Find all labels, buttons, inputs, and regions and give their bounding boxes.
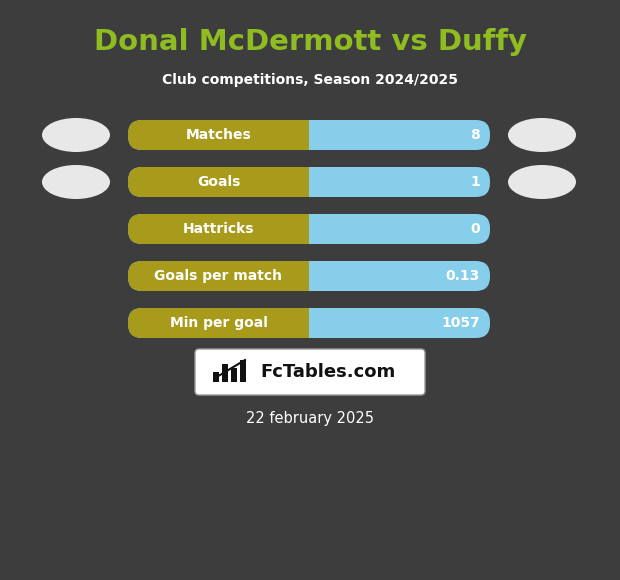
FancyBboxPatch shape xyxy=(128,120,309,150)
Text: Goals: Goals xyxy=(197,175,240,189)
Text: Club competitions, Season 2024/2025: Club competitions, Season 2024/2025 xyxy=(162,73,458,87)
FancyBboxPatch shape xyxy=(128,308,309,338)
FancyBboxPatch shape xyxy=(128,214,309,244)
FancyBboxPatch shape xyxy=(128,261,309,291)
Text: 0: 0 xyxy=(471,222,480,236)
Bar xyxy=(222,364,228,382)
Bar xyxy=(295,167,309,197)
Ellipse shape xyxy=(508,165,576,199)
Bar xyxy=(295,214,309,244)
Text: 0.13: 0.13 xyxy=(446,269,480,283)
Text: Min per goal: Min per goal xyxy=(169,316,267,330)
Text: 1: 1 xyxy=(470,175,480,189)
FancyBboxPatch shape xyxy=(128,167,490,197)
Bar xyxy=(295,120,309,150)
Text: Donal McDermott vs Duffy: Donal McDermott vs Duffy xyxy=(94,28,526,56)
FancyBboxPatch shape xyxy=(128,261,490,291)
Text: 8: 8 xyxy=(470,128,480,142)
Ellipse shape xyxy=(508,118,576,152)
Bar xyxy=(213,372,219,382)
Text: Hattricks: Hattricks xyxy=(183,222,254,236)
Text: 1057: 1057 xyxy=(441,316,480,330)
FancyBboxPatch shape xyxy=(128,167,309,197)
Bar xyxy=(295,308,309,338)
Bar xyxy=(231,368,237,382)
FancyBboxPatch shape xyxy=(195,349,425,395)
FancyBboxPatch shape xyxy=(128,120,490,150)
Bar xyxy=(240,360,246,382)
Text: Goals per match: Goals per match xyxy=(154,269,283,283)
FancyBboxPatch shape xyxy=(128,214,490,244)
Text: FcTables.com: FcTables.com xyxy=(260,363,396,381)
FancyBboxPatch shape xyxy=(128,308,490,338)
Ellipse shape xyxy=(42,165,110,199)
Bar xyxy=(295,261,309,291)
Text: 22 february 2025: 22 february 2025 xyxy=(246,411,374,426)
Ellipse shape xyxy=(42,118,110,152)
Text: Matches: Matches xyxy=(185,128,251,142)
